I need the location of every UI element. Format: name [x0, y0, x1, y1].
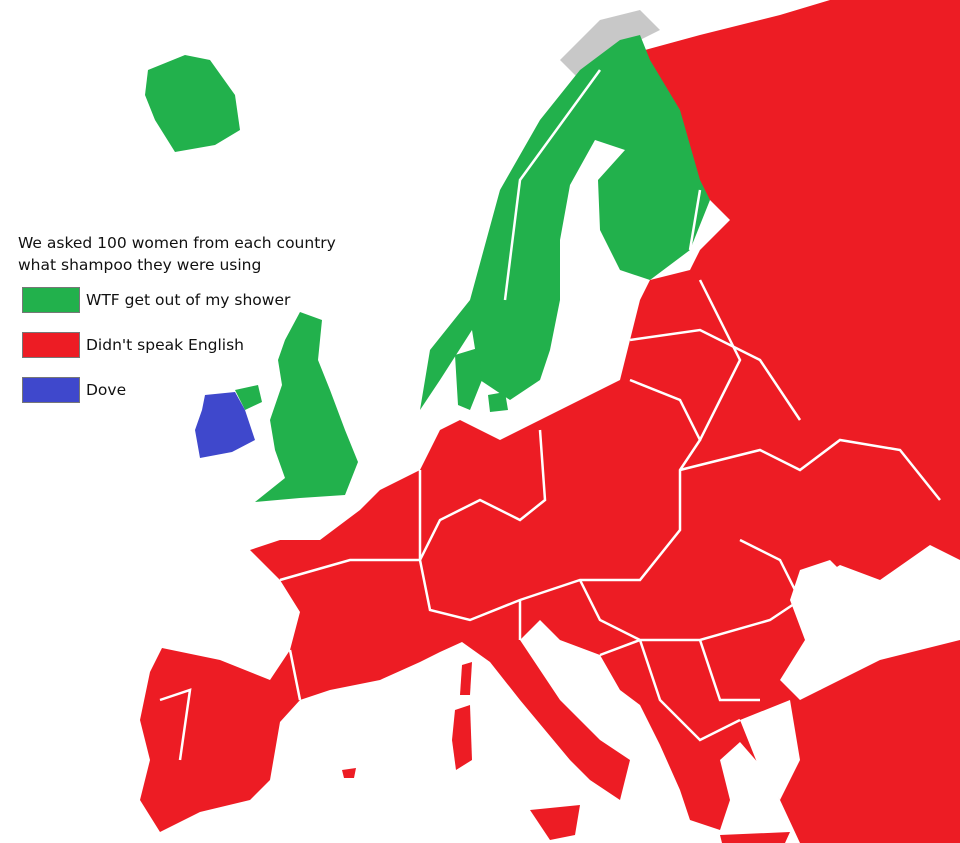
island-corsica — [460, 662, 472, 695]
legend: We asked 100 women from each country wha… — [18, 232, 336, 404]
legend-title-line2: what shampoo they were using — [18, 256, 262, 274]
region-iceland — [145, 55, 240, 152]
region-ireland — [195, 392, 255, 458]
island-crete — [720, 832, 790, 843]
legend-item-green: WTF get out of my shower — [18, 286, 336, 314]
legend-label: Didn't speak English — [86, 336, 244, 354]
legend-swatch-red — [22, 332, 80, 358]
region-didnt-speak-english — [140, 0, 960, 843]
region-arctic-grey — [560, 10, 660, 80]
region-scandinavia — [420, 35, 710, 410]
legend-label: Dove — [86, 381, 127, 399]
legend-label: WTF get out of my shower — [86, 291, 291, 309]
legend-title-line1: We asked 100 women from each country — [18, 234, 336, 252]
legend-title: We asked 100 women from each country wha… — [18, 232, 336, 276]
legend-swatch-blue — [22, 377, 80, 403]
island-sicily — [530, 805, 580, 840]
region-northern-ireland — [235, 385, 262, 410]
legend-item-red: Didn't speak English — [18, 331, 336, 359]
aegean-sea — [740, 700, 800, 800]
legend-item-blue: Dove — [18, 376, 336, 404]
region-great-britain — [255, 312, 358, 502]
island-sardinia — [452, 705, 472, 770]
region-denmark — [455, 348, 508, 412]
black-sea — [800, 545, 960, 690]
country-borders — [159, 69, 941, 761]
legend-swatch-green — [22, 287, 80, 313]
island-balearic — [342, 768, 356, 778]
